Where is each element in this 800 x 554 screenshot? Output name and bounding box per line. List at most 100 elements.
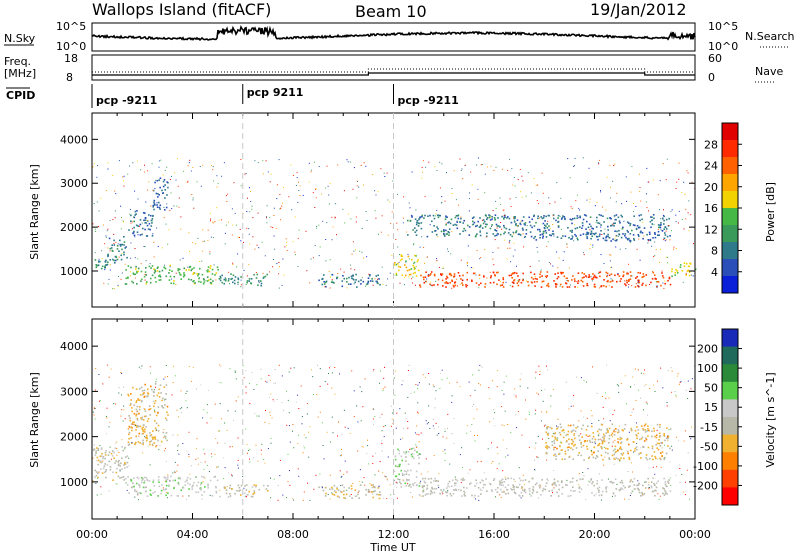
velocity-echo-cell: [474, 485, 476, 487]
velocity-echo-cell: [578, 487, 581, 489]
velocity-scatter-cell: [316, 394, 318, 396]
velocity-echo-cell: [513, 488, 515, 491]
velocity-scatter-cell: [367, 439, 368, 441]
power-echo-cell: [643, 275, 645, 278]
power-echo-cell: [177, 268, 179, 270]
velocity-echo-cell: [405, 456, 407, 458]
power-echo-cell: [501, 284, 504, 286]
power-echo-cell: [542, 230, 545, 233]
velocity-scatter-cell: [598, 419, 600, 421]
power-echo-cell: [156, 206, 159, 208]
velocity-echo-cell: [398, 473, 400, 476]
power-echo-cell: [602, 215, 604, 217]
power-scatter-cell: [610, 254, 612, 256]
velocity-scatter-cell: [472, 374, 474, 376]
power-scatter-cell: [413, 243, 415, 245]
power-echo-cell: [416, 220, 419, 222]
power-echo-cell: [618, 229, 620, 232]
power-scatter-cell: [514, 249, 516, 251]
power-scatter-cell: [391, 211, 393, 213]
velocity-echo-cell: [165, 477, 167, 479]
power-echo-cell: [494, 214, 497, 216]
velocity-echo-cell: [341, 484, 344, 486]
power-echo-cell: [133, 220, 135, 223]
power-echo-cell: [496, 225, 499, 227]
power-scatter-cell: [548, 197, 550, 199]
power-echo-cell: [128, 229, 130, 231]
cpid-segment-label: pcp -9211: [96, 94, 157, 107]
power-echo-cell: [535, 221, 537, 224]
velocity-echo-cell: [148, 405, 151, 407]
velocity-echo-cell: [137, 425, 140, 428]
velocity-echo-cell: [559, 445, 561, 448]
power-scatter-cell: [663, 209, 664, 211]
velocity-echo-cell: [430, 477, 433, 480]
power-scatter-cell: [311, 169, 313, 171]
velocity-echo-cell: [561, 458, 564, 461]
power-scatter-cell: [121, 272, 123, 274]
velocity-scatter-cell: [171, 394, 173, 396]
velocity-echo-cell: [633, 484, 636, 486]
power-echo-cell: [173, 280, 175, 282]
velocity-echo-cell: [112, 479, 114, 481]
velocity-echo-cell: [464, 495, 466, 497]
power-scatter-cell: [459, 158, 461, 160]
power-echo-cell: [557, 214, 560, 217]
velocity-scatter-cell: [174, 461, 176, 463]
power-scatter-cell: [199, 277, 201, 279]
power-echo-cell: [440, 230, 443, 233]
velocity-scatter-cell: [395, 370, 396, 372]
power-echo-cell: [592, 278, 594, 280]
velocity-echo-cell: [424, 481, 427, 484]
velocity-scatter-cell: [662, 387, 664, 389]
power-colorbar-segment: [722, 259, 738, 277]
velocity-scatter-cell: [514, 388, 516, 390]
velocity-scatter-cell: [671, 445, 673, 447]
power-scatter-cell: [615, 201, 617, 203]
velocity-scatter-cell: [478, 499, 480, 501]
power-scatter-cell: [659, 209, 660, 211]
velocity-scatter-cell: [661, 447, 663, 449]
velocity-scatter-cell: [391, 418, 393, 420]
velocity-scatter-cell: [270, 437, 272, 439]
power-echo-cell: [621, 215, 623, 218]
power-echo-cell: [493, 217, 496, 219]
velocity-scatter-cell: [393, 479, 395, 481]
velocity-scatter-cell: [312, 376, 314, 378]
velocity-scatter-cell: [447, 413, 449, 415]
power-echo-cell: [638, 214, 641, 217]
power-echo-cell: [629, 239, 631, 242]
velocity-scatter-cell: [373, 418, 374, 420]
power-scatter-cell: [571, 235, 573, 236]
power-echo-cell: [415, 234, 418, 236]
velocity-scatter-cell: [402, 380, 404, 382]
velocity-echo-cell: [562, 428, 565, 431]
velocity-scatter-cell: [155, 378, 157, 380]
power-echo-cell: [135, 268, 137, 270]
power-scatter-cell: [688, 200, 690, 202]
power-scatter-cell: [575, 200, 577, 202]
power-echo-cell: [405, 260, 407, 262]
power-scatter-cell: [390, 223, 392, 225]
power-echo-cell: [536, 278, 538, 280]
velocity-echo-cell: [553, 446, 555, 449]
power-scatter-cell: [577, 286, 579, 288]
velocity-echo-cell: [588, 435, 591, 437]
power-scatter-cell: [441, 163, 443, 165]
velocity-scatter-cell: [331, 492, 333, 494]
power-scatter-cell: [509, 247, 511, 249]
velocity-echo-cell: [131, 427, 133, 429]
velocity-echo-cell: [408, 485, 410, 487]
velocity-scatter-cell: [399, 408, 401, 410]
velocity-echo-cell: [142, 393, 144, 396]
velocity-echo-cell: [636, 484, 638, 487]
power-echo-cell: [541, 275, 543, 277]
velocity-scatter-cell: [444, 430, 446, 432]
power-echo-cell: [139, 223, 142, 226]
power-echo-cell: [206, 276, 209, 278]
power-echo-cell: [478, 284, 480, 286]
velocity-echo-cell: [149, 432, 151, 434]
velocity-echo-cell: [658, 439, 660, 441]
velocity-scatter-cell: [425, 458, 427, 460]
velocity-scatter-cell: [537, 497, 539, 499]
